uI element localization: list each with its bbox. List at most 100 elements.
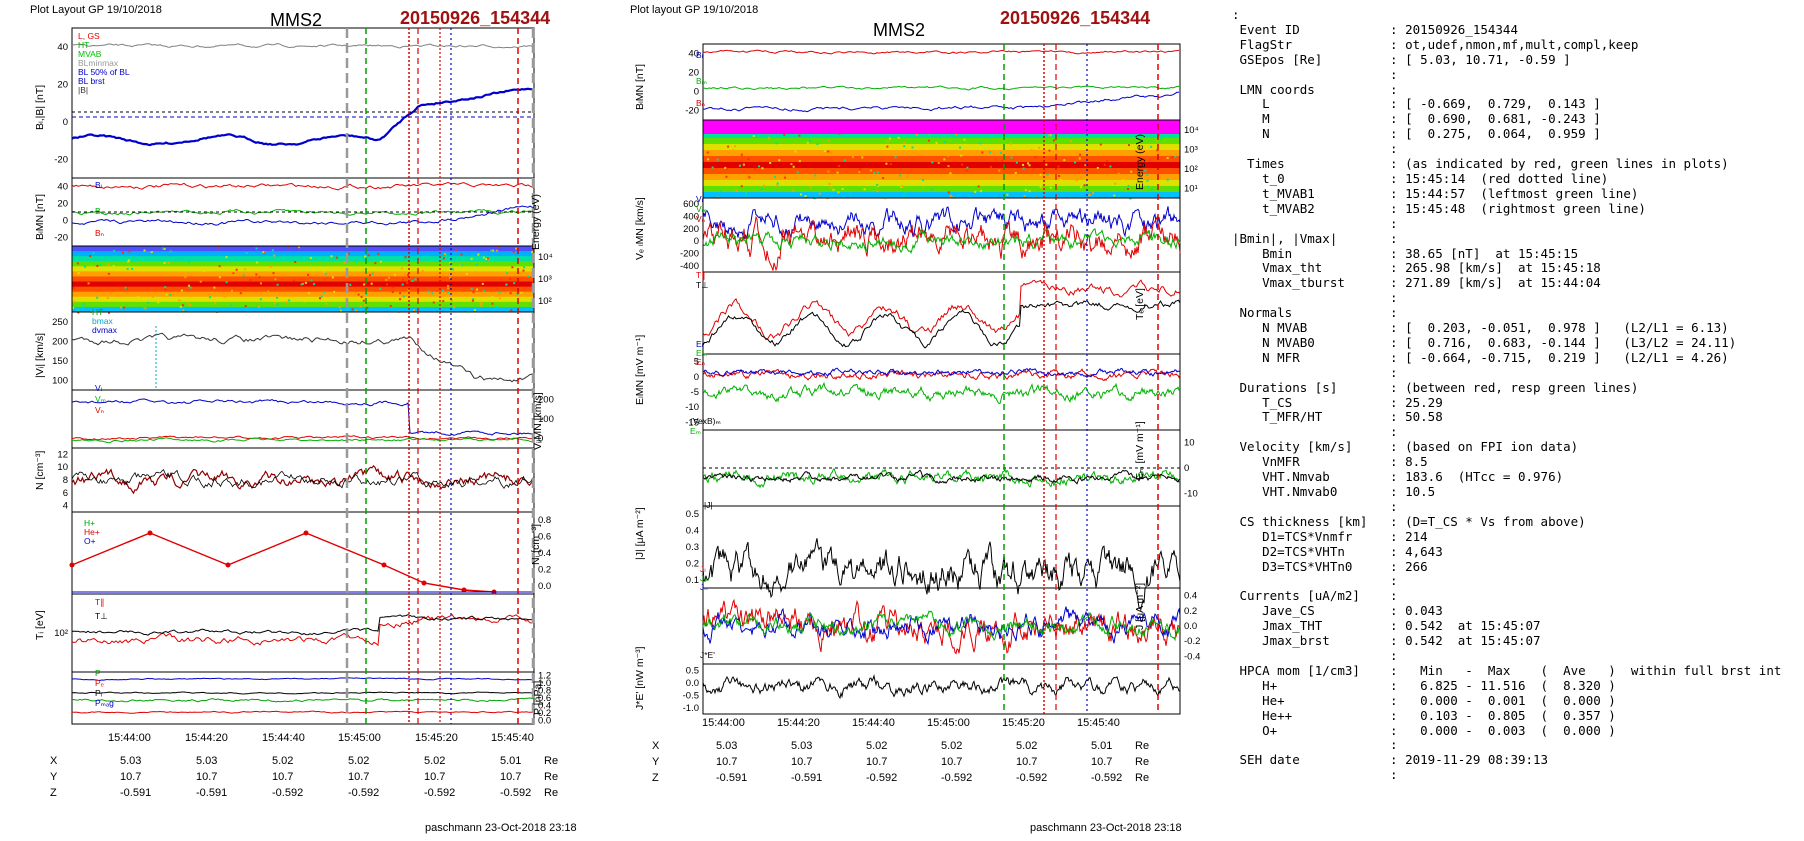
info-line: VHT.Nmvab0 : 10.5 — [1232, 484, 1436, 499]
heatmap-speck — [522, 269, 525, 272]
heatmap-speck — [1166, 156, 1169, 159]
left-ytick-blmn: 0 — [63, 216, 68, 227]
left-ytick-ni: 0.6 — [538, 532, 551, 543]
heatmap-band — [703, 180, 1180, 187]
heatmap-band — [703, 168, 1180, 175]
heatmap-speck — [184, 276, 187, 279]
info-line: : — [1232, 737, 1398, 753]
line-B-total — [71, 42, 535, 49]
heatmap-band — [703, 156, 1180, 163]
line-Tperp — [71, 614, 535, 636]
mid-line-VeM — [702, 228, 1181, 254]
heatmap-speck — [897, 136, 900, 139]
mid-ytick-energy: 10⁴ — [1184, 125, 1199, 136]
mid-ytick-em: 10 — [1184, 438, 1195, 449]
heatmap-speck — [470, 287, 473, 290]
heatmap-speck — [927, 139, 930, 142]
left-footer: paschmann 23-Oct-2018 23:18 — [425, 822, 577, 834]
heatmap-speck — [255, 273, 258, 276]
line-P — [71, 691, 535, 695]
heatmap-speck — [450, 299, 453, 302]
heatmap-speck — [732, 149, 735, 152]
heatmap-speck — [930, 188, 933, 191]
left-legend-t: T∥ T⊥ — [95, 595, 108, 623]
coord-value: 10.7 — [791, 756, 813, 768]
info-line: Event ID : 20150926_154344 — [1232, 21, 1518, 37]
info-line: : — [1232, 66, 1398, 82]
heatmap-speck — [218, 276, 221, 279]
heatmap-speck — [232, 272, 235, 275]
mid-ytick-jc: 0.2 — [1184, 606, 1197, 617]
heatmap-speck — [498, 291, 501, 294]
heatmap-speck — [763, 184, 766, 187]
left-ytick-ni: 0.2 — [538, 564, 551, 575]
heatmap-speck — [747, 158, 750, 161]
heatmap-speck — [288, 299, 291, 302]
legend-item: T⊥ — [696, 280, 709, 290]
heatmap-speck — [112, 264, 115, 267]
heatmap-speck — [830, 186, 833, 189]
info-line: Durations [s] : (between red, resp green… — [1232, 379, 1639, 395]
heatmap-speck — [128, 250, 131, 253]
heatmap-speck — [404, 256, 407, 259]
heatmap-speck — [209, 296, 212, 299]
mid-ytick-jc: -0.2 — [1184, 636, 1200, 647]
heatmap-speck — [325, 302, 328, 305]
heatmap-speck — [727, 145, 730, 148]
heatmap-speck — [131, 267, 134, 270]
heatmap-band — [72, 296, 534, 303]
mid-line-J — [702, 538, 1181, 610]
heatmap-speck — [180, 289, 183, 292]
info-line: D3=TCS*VHTn0 : 266 — [1232, 558, 1428, 574]
heatmap-speck — [471, 299, 474, 302]
info-line: : — [1232, 215, 1398, 231]
heatmap-band — [703, 144, 1180, 151]
marker-He — [421, 580, 427, 586]
heatmap-speck — [931, 183, 934, 186]
heatmap-speck — [163, 247, 166, 250]
heatmap-speck — [531, 250, 534, 253]
mid-panel-frame — [702, 663, 1181, 715]
marker-He — [381, 562, 387, 568]
heatmap-speck — [961, 163, 964, 166]
info-line: : — [1232, 7, 1240, 22]
mid-ytick-energy: 10² — [1184, 164, 1198, 175]
heatmap-speck — [876, 183, 879, 186]
heatmap-speck — [769, 162, 772, 165]
mid-ytick-je: -1.0 — [683, 703, 699, 714]
heatmap-speck — [124, 286, 127, 289]
left-ytick-b: 20 — [57, 79, 68, 90]
left-ytick-ni: 0.4 — [538, 548, 551, 559]
heatmap-speck — [1171, 180, 1174, 183]
left-ytick-vi: 250 — [52, 317, 68, 328]
heatmap-speck — [370, 282, 373, 285]
legend-item: Eₘ — [696, 348, 707, 358]
heatmap-speck — [125, 287, 128, 290]
heatmap-speck — [1027, 162, 1030, 165]
heatmap-speck — [476, 288, 479, 291]
info-line: CS thickness [km] : (D=T_CS * Vs from ab… — [1232, 513, 1586, 529]
heatmap-speck — [935, 141, 938, 144]
heatmap-speck — [740, 153, 743, 156]
heatmap-speck — [106, 297, 109, 300]
heatmap-speck — [127, 260, 130, 263]
heatmap-speck — [1146, 179, 1149, 182]
left-heatmap — [72, 246, 535, 314]
heatmap-speck — [181, 304, 184, 307]
heatmap-speck — [725, 175, 728, 178]
heatmap-speck — [89, 254, 92, 257]
left-ytick-energy: 10³ — [538, 274, 552, 285]
heatmap-speck — [169, 250, 172, 253]
heatmap-speck — [894, 156, 897, 159]
heatmap-speck — [740, 185, 743, 188]
heatmap-speck — [1089, 193, 1092, 196]
heatmap-speck — [1045, 163, 1048, 166]
heatmap-speck — [427, 290, 430, 293]
heatmap-speck — [776, 182, 779, 185]
heatmap-speck — [823, 149, 826, 152]
left-ytick-vi: 200 — [52, 336, 68, 347]
heatmap-speck — [77, 272, 80, 275]
heatmap-speck — [81, 306, 84, 309]
left-ytick-n: 10 — [57, 462, 68, 473]
mid-ytick-b: 40 — [688, 49, 699, 60]
